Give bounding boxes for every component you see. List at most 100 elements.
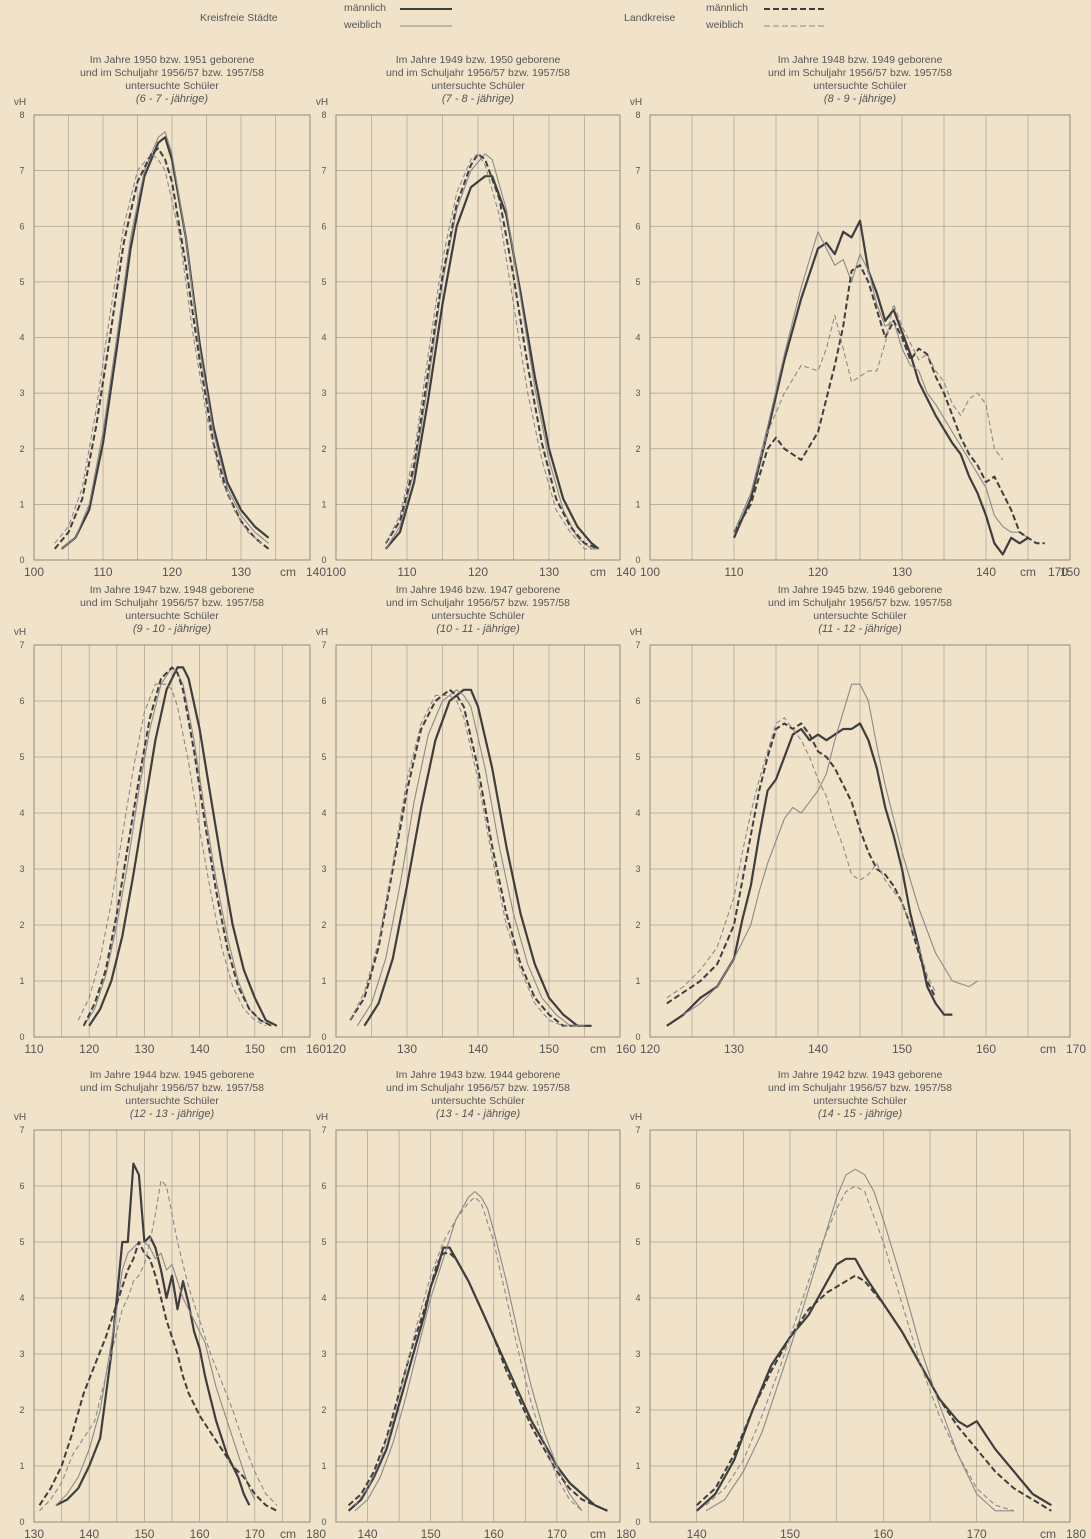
series-line-2 <box>61 131 269 550</box>
y-tick-label: 7 <box>321 640 326 650</box>
series-line-3 <box>666 722 937 1005</box>
y-tick-label: 0 <box>635 1517 640 1527</box>
series-line-2 <box>733 231 1029 539</box>
series-line-3 <box>53 147 270 550</box>
x-tick-label: 140 <box>190 1042 210 1056</box>
panel-title-line: untersuchte Schüler <box>125 80 219 92</box>
panel-title-line: untersuchte Schüler <box>125 610 219 622</box>
x-tick-label: 130 <box>397 1042 417 1056</box>
x-tick-label: 120 <box>640 1042 660 1056</box>
panel-title-line: untersuchte Schüler <box>813 610 907 622</box>
y-tick-label: 4 <box>19 808 24 818</box>
legend-rural-female-swatch <box>764 25 826 27</box>
y-tick-label: 1 <box>635 1461 640 1471</box>
y-tick-label: 1 <box>19 976 24 986</box>
x-tick-label: 140 <box>976 565 996 579</box>
y-tick-label: 2 <box>635 444 640 454</box>
y-tick-label: 4 <box>19 1293 24 1303</box>
panel-title-line: und im Schuljahr 1956/57 bzw. 1957/58 <box>386 1082 570 1094</box>
x-tick-label: 100 <box>640 565 660 579</box>
series-line-1 <box>695 1257 1052 1512</box>
x-tick-label: 180 <box>306 1527 326 1539</box>
y-tick-label: 2 <box>321 920 326 930</box>
panel-title-line: Im Jahre 1945 bzw. 1946 geborene <box>778 584 943 596</box>
panel-title-line: und im Schuljahr 1956/57 bzw. 1957/58 <box>768 597 952 609</box>
series-line-3 <box>38 1241 278 1512</box>
series-line-4 <box>733 303 1004 533</box>
x-tick-label: 100 <box>326 565 346 579</box>
y-tick-label: 0 <box>635 1032 640 1042</box>
series-line-4 <box>385 153 592 550</box>
y-tick-label: 0 <box>635 555 640 565</box>
plot-frame <box>33 1129 311 1523</box>
series-line-1 <box>384 175 600 550</box>
y-tick-label: 5 <box>19 277 24 287</box>
panel-title-line: Im Jahre 1948 bzw. 1949 geborene <box>778 54 943 66</box>
legend-rural-label: Landkreise <box>624 12 676 24</box>
x-tick-label: 140 <box>79 1527 99 1539</box>
panel-title-line: und im Schuljahr 1956/57 bzw. 1957/58 <box>386 67 570 79</box>
panel-title-line: Im Jahre 1949 bzw. 1950 geborene <box>396 54 561 66</box>
y-tick-label: 0 <box>321 555 326 565</box>
x-tick-label: 160 <box>306 1042 326 1056</box>
y-tick-label: 7 <box>635 640 640 650</box>
series-line-3 <box>733 264 1045 545</box>
x-tick-label: 120 <box>326 1042 346 1056</box>
y-axis-label: vH <box>316 97 328 108</box>
plot-frame <box>649 644 1071 1038</box>
y-tick-label: 5 <box>19 1237 24 1247</box>
y-tick-label: 2 <box>19 1405 24 1415</box>
x-tick-label: 130 <box>231 565 251 579</box>
x-unit-label: cm <box>1040 1527 1056 1539</box>
x-tick-label: 120 <box>808 565 828 579</box>
plot-frame <box>649 1129 1071 1523</box>
series-line-4 <box>54 153 263 544</box>
x-tick-label: 140 <box>616 565 636 579</box>
x-tick-label: 150 <box>421 1527 441 1539</box>
y-tick-label: 1 <box>19 1461 24 1471</box>
y-axis-label: vH <box>630 627 642 638</box>
series-line-1 <box>88 666 278 1027</box>
x-unit-label: cm <box>280 565 296 579</box>
series-line-2 <box>385 153 599 550</box>
y-tick-label: 7 <box>19 1125 24 1135</box>
y-tick-label: 1 <box>19 499 24 509</box>
y-tick-label: 3 <box>321 388 326 398</box>
x-tick-label: 170 <box>1066 1042 1086 1056</box>
panel-title-line: (13 - 14 - jährige) <box>436 1108 521 1120</box>
panel-title-line: und im Schuljahr 1956/57 bzw. 1957/58 <box>768 67 952 79</box>
y-axis-label: vH <box>316 1112 328 1123</box>
legend-item-city-male: männlich <box>344 2 452 14</box>
x-axis-end-label: 170 <box>1048 565 1068 579</box>
legend-item-rural-female: weiblich <box>706 19 826 31</box>
legend-item-city-female: weiblich <box>344 19 452 31</box>
series-line-2 <box>683 683 978 1016</box>
x-tick-label: 160 <box>976 1042 996 1056</box>
y-tick-label: 8 <box>321 110 326 120</box>
x-tick-label: 160 <box>190 1527 210 1539</box>
y-tick-label: 5 <box>321 1237 326 1247</box>
series-line-4 <box>349 694 578 1027</box>
panel-title-line: untersuchte Schüler <box>431 610 525 622</box>
y-tick-label: 7 <box>635 166 640 176</box>
x-tick-label: 140 <box>808 1042 828 1056</box>
y-axis-label: vH <box>630 97 642 108</box>
y-axis-label: vH <box>316 627 328 638</box>
legend: Kreisfreie Städte männlich weiblich Land… <box>0 0 1091 40</box>
y-tick-label: 5 <box>321 277 326 287</box>
panel-title-line: und im Schuljahr 1956/57 bzw. 1957/58 <box>80 1082 264 1094</box>
x-tick-label: 150 <box>892 1042 912 1056</box>
y-tick-label: 5 <box>635 752 640 762</box>
series-line-2 <box>354 1191 583 1512</box>
y-tick-label: 6 <box>321 221 326 231</box>
series-line-1 <box>666 722 953 1027</box>
x-tick-label: 140 <box>687 1527 707 1539</box>
panel-title-line: und im Schuljahr 1956/57 bzw. 1957/58 <box>80 67 264 79</box>
y-tick-label: 1 <box>321 976 326 986</box>
x-tick-label: 110 <box>93 565 112 579</box>
